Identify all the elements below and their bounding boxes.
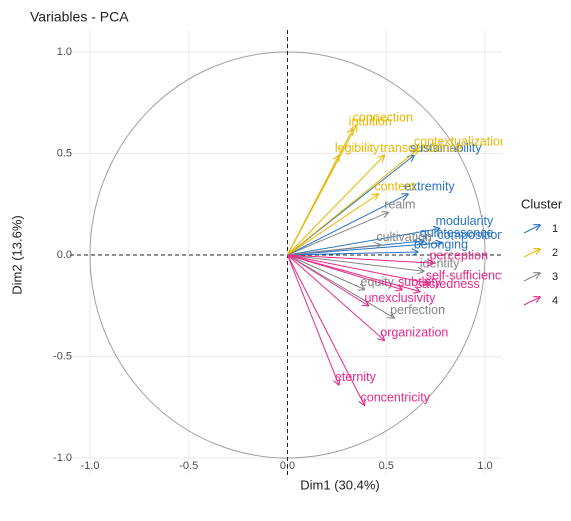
- vector-arrow: [287, 254, 430, 283]
- vector-label: composition: [438, 228, 505, 242]
- y-axis-title: Dim2 (13.6%): [9, 215, 24, 294]
- vector-label: concentricity: [361, 391, 431, 405]
- vector-label: perception: [430, 248, 488, 262]
- vector-label: realm: [384, 198, 415, 212]
- vector-label: subtlety: [398, 275, 442, 289]
- legend-title: Cluster: [521, 196, 563, 211]
- x-tick-label: -1.0: [81, 460, 100, 472]
- vector-label: transcendence: [380, 141, 462, 155]
- vector-arrow: [287, 194, 379, 256]
- vector-label: intuition: [349, 114, 392, 128]
- y-tick-label: 0.5: [57, 147, 72, 159]
- vector-label: quintessence: [420, 226, 494, 240]
- legend-key: [523, 273, 540, 282]
- vector-arrow: [287, 254, 424, 271]
- vector-label: perfection: [390, 303, 445, 317]
- legend-key: [523, 297, 540, 306]
- vector-label: sustainability: [410, 141, 482, 155]
- vector-arrow: [287, 254, 365, 290]
- vector-label: organization: [380, 326, 448, 340]
- vector-arrow: [287, 245, 381, 256]
- vector-label: sacredness: [416, 277, 480, 291]
- vector-arrow: [287, 254, 369, 306]
- plot-area: sustainability extremity modularityquintes…: [70, 30, 508, 475]
- legend-label: 4: [552, 295, 558, 307]
- x-tick-label: -0.5: [179, 460, 198, 472]
- vector-arrow: [287, 254, 385, 340]
- vector-arrow: [287, 254, 395, 318]
- x-tick-label: 0.0: [280, 460, 295, 472]
- legend-label: 2: [552, 247, 558, 259]
- vector-arrow: [287, 212, 389, 256]
- vector-arrow: [287, 252, 418, 255]
- y-tick-label: -0.5: [53, 350, 72, 362]
- vector-arrow: [287, 243, 442, 256]
- vector-arrow: [287, 156, 339, 256]
- vector-label: modularity: [436, 214, 494, 228]
- vector-arrow: [287, 194, 408, 256]
- legend-label: 3: [552, 271, 558, 283]
- vector-label: legibility: [335, 141, 380, 155]
- y-tick-label: -1.0: [53, 452, 72, 464]
- vector-label: unexclusivity: [364, 291, 436, 305]
- legend-key: [523, 249, 540, 258]
- chart-title: Variables - PCA: [30, 9, 129, 25]
- vector-label: cultivation: [376, 230, 432, 244]
- vector-label: self-sufficiency: [426, 269, 508, 283]
- vector-label: content: [374, 179, 416, 193]
- vector-arrow: [287, 149, 418, 256]
- vector-label: eternity: [335, 370, 377, 384]
- x-tick-label: 0.5: [379, 460, 394, 472]
- y-tick-label: 0.0: [57, 249, 72, 261]
- x-tick-label: 1.0: [477, 460, 492, 472]
- vector-label: belonging: [414, 237, 468, 251]
- vector-arrow: [287, 254, 339, 385]
- vector-arrow: [287, 156, 385, 256]
- vector-arrow: [287, 229, 440, 256]
- vector-arrow: [287, 254, 365, 405]
- vector-arrow: [287, 254, 420, 292]
- x-axis-title: Dim1 (30.4%): [300, 477, 379, 492]
- vector-label: connection: [353, 110, 414, 124]
- vector-label: extremity: [404, 179, 455, 193]
- legend-label: 1: [552, 223, 558, 235]
- vector-arrow: [287, 254, 434, 263]
- legend-key: [523, 225, 540, 234]
- vector-label: contextualization: [414, 135, 507, 149]
- y-tick-label: 1.0: [57, 46, 72, 58]
